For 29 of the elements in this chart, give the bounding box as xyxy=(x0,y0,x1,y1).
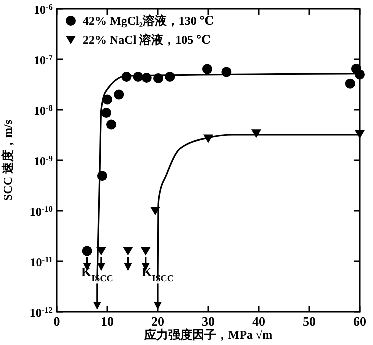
y-axis-title: SCC 速度，m/s xyxy=(1,120,15,202)
point xyxy=(101,108,112,118)
y-tick-label: 10$^{-11}$ xyxy=(30,255,53,270)
y-tick-label: 10$^{-9}$ xyxy=(34,154,53,168)
x-tick-label: 40 xyxy=(252,314,266,329)
point xyxy=(106,120,117,130)
point xyxy=(114,90,124,100)
point xyxy=(82,246,92,256)
x-tick-label: 50 xyxy=(303,314,316,329)
y-tick-label: 10$^{-10}$ xyxy=(30,204,53,219)
x-tick-label: 60 xyxy=(354,314,366,329)
x-tick-label: 20 xyxy=(152,314,164,329)
y-tick-label: 10$^{-8}$ xyxy=(34,104,53,118)
annotation: K$_{ISCC}$ xyxy=(81,264,114,284)
point xyxy=(140,247,151,256)
y-tick-label: 10$^{-7}$ xyxy=(34,53,53,68)
legend-label: 22% NaCl 溶液，105 ℃ xyxy=(83,33,212,47)
y-tick-label: 10$^{-12}$ xyxy=(30,306,53,320)
point xyxy=(96,247,106,256)
point xyxy=(202,64,212,74)
x-axis-title: 应力强度因子，MPa √m xyxy=(143,328,273,342)
y-tick-label: 10$^{-6}$ xyxy=(34,2,53,17)
x-tick-label: 10 xyxy=(101,314,114,329)
point xyxy=(345,78,356,89)
annotation: K$_{ISCC}$ xyxy=(142,264,174,284)
x-tick-label: 0 xyxy=(54,314,60,329)
point xyxy=(123,247,134,256)
legend-label: 42% MgCl₂溶液，130 ℃ xyxy=(83,14,214,28)
x-tick-label: 30 xyxy=(202,314,215,329)
